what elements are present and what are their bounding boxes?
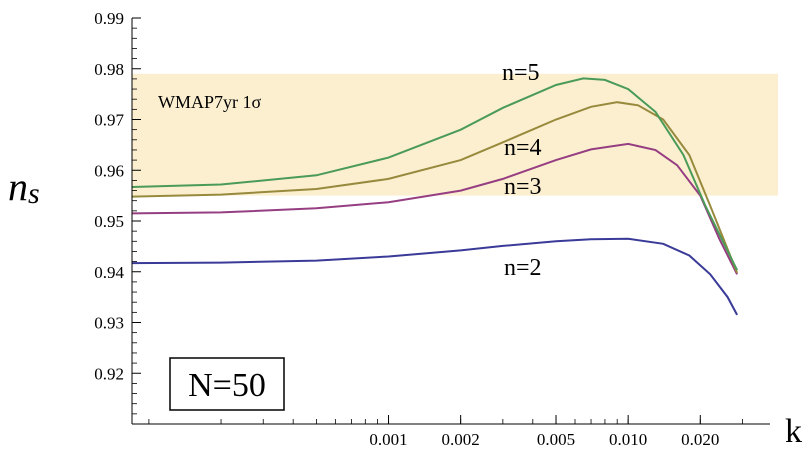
box-label-frame [169,357,285,411]
y-tick-label: 0.95 [94,212,124,231]
y-tick-label: 0.92 [94,364,124,383]
x-tick-label: 0.020 [681,430,719,449]
y-axis-label-main: n [8,164,28,209]
x-tick-label: 0.001 [369,430,407,449]
series-line-n3 [131,142,738,275]
series-label-n4: n=4 [504,135,542,161]
y-tick-label: 0.98 [94,60,124,79]
y-tick-label: 0.93 [94,314,124,333]
series-label-n2: n=2 [504,255,542,281]
box-label: N=50 [188,367,266,404]
y-tick-label: 0.97 [94,111,124,130]
y-axis-label-sub: s [28,177,40,210]
series-line-n4 [131,101,739,274]
band-label: WMAP7yr 1σ [158,92,261,112]
axes-group: 0.92 0.93 0.94 0.95 0.96 0.97 0.98 0.99 0.001 0.0… [94,9,770,449]
series-line-n5 [131,77,738,271]
series-line-n2 [131,237,738,316]
series-label-n3: n=3 [504,174,542,200]
curves-group [131,77,739,316]
curve-labels-group: n=5 n=4 n=3 n=2 [502,60,542,281]
series-label-n5: n=5 [502,60,540,86]
y-tick-label: 0.94 [94,263,124,282]
y-axis-label: ns [8,164,40,210]
y-tick-label: 0.99 [94,9,124,28]
y-tick-label: 0.96 [94,161,124,180]
x-axis-label: k [785,413,802,450]
x-tick-label: 0.005 [537,430,575,449]
x-tick-label: 0.010 [609,430,647,449]
x-tick-label: 0.002 [442,430,480,449]
